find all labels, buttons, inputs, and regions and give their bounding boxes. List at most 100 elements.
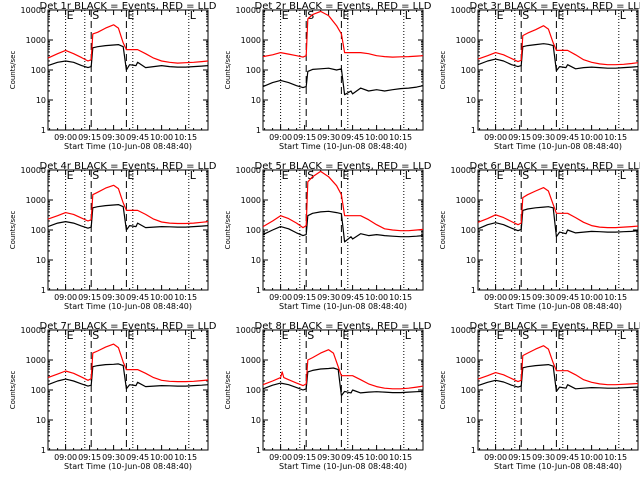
y-tick-label: 10 <box>466 416 476 425</box>
y-tick-label: 1000 <box>26 356 46 365</box>
events-series-line <box>47 363 209 390</box>
events-series-line <box>477 206 639 238</box>
events-series-line <box>262 67 424 96</box>
marker-label: E <box>342 9 349 22</box>
marker-label: E <box>497 329 504 342</box>
x-tick-label: 09:00 <box>54 133 77 142</box>
plot-frame <box>477 9 639 131</box>
y-tick-label: 1 <box>471 126 476 135</box>
x-tick-label: 09:30 <box>532 133 555 142</box>
marker-label: E <box>282 169 289 182</box>
x-axis-label: Start Time (10-Jun-08 08:48:40) <box>494 142 622 151</box>
x-tick-label: 10:15 <box>174 293 197 302</box>
x-tick-label: 10:00 <box>580 133 603 142</box>
marker-label: E <box>342 169 349 182</box>
x-tick-label: 09:45 <box>126 133 149 142</box>
x-tick-label: 09:00 <box>484 453 507 462</box>
y-tick-label: 1 <box>256 126 261 135</box>
y-tick-label: 1000 <box>241 36 261 45</box>
x-tick-label: 09:45 <box>556 453 579 462</box>
y-axis-label: Counts/sec <box>9 371 17 410</box>
events-series-line <box>47 43 209 71</box>
y-tick-label: 10 <box>36 416 46 425</box>
y-tick-label: 1 <box>41 446 46 455</box>
marker-label: L <box>405 169 412 182</box>
y-tick-label: 1 <box>256 446 261 455</box>
marker-label: E <box>127 329 134 342</box>
marker-label: E <box>497 9 504 22</box>
x-tick-label: 09:15 <box>293 293 316 302</box>
x-tick-label: 09:15 <box>508 293 531 302</box>
y-tick-label: 100 <box>31 66 46 75</box>
y-tick-label: 1 <box>41 126 46 135</box>
y-tick-label: 10 <box>251 256 261 265</box>
marker-label: E <box>497 169 504 182</box>
x-tick-label: 10:15 <box>389 293 412 302</box>
marker-label: S <box>92 9 99 22</box>
x-tick-label: 09:15 <box>78 293 101 302</box>
marker-label: S <box>92 329 99 342</box>
x-tick-label: 09:00 <box>269 133 292 142</box>
y-tick-label: 10000 <box>236 6 261 15</box>
y-tick-label: 1 <box>256 286 261 295</box>
marker-label: E <box>67 169 74 182</box>
y-tick-label: 10000 <box>236 326 261 335</box>
lld-series-line <box>477 25 639 66</box>
x-tick-label: 10:00 <box>150 293 173 302</box>
events-series-line <box>477 364 639 392</box>
x-tick-label: 10:00 <box>580 293 603 302</box>
y-tick-label: 100 <box>31 226 46 235</box>
y-tick-label: 100 <box>246 386 261 395</box>
marker-label: E <box>282 9 289 22</box>
x-tick-label: 09:45 <box>126 293 149 302</box>
marker-label: E <box>342 329 349 342</box>
x-tick-label: 09:30 <box>317 293 340 302</box>
panel-title: Det 5r BLACK = Events, RED = LLD <box>255 161 432 172</box>
y-axis-label: Counts/sec <box>9 51 17 90</box>
y-tick-label: 10000 <box>236 166 261 175</box>
y-tick-label: 10 <box>251 96 261 105</box>
marker-label: L <box>190 169 197 182</box>
x-tick-label: 09:45 <box>341 453 364 462</box>
x-tick-label: 09:45 <box>556 133 579 142</box>
x-axis-label: Start Time (10-Jun-08 08:48:40) <box>279 142 407 151</box>
x-axis-label: Start Time (10-Jun-08 08:48:40) <box>279 302 407 311</box>
panel-title: Det 7r BLACK = Events, RED = LLD <box>40 321 217 332</box>
marker-label: L <box>405 9 412 22</box>
y-tick-label: 10000 <box>451 6 476 15</box>
marker-label: S <box>92 169 99 182</box>
x-axis-label: Start Time (10-Jun-08 08:48:40) <box>64 462 192 471</box>
marker-label: S <box>522 329 529 342</box>
y-tick-label: 10 <box>466 96 476 105</box>
y-tick-label: 10000 <box>21 326 46 335</box>
marker-label: L <box>620 9 627 22</box>
y-axis-label: Counts/sec <box>439 51 447 90</box>
y-tick-label: 10000 <box>451 326 476 335</box>
x-tick-label: 09:30 <box>102 453 125 462</box>
x-tick-label: 09:30 <box>532 293 555 302</box>
y-tick-label: 10 <box>251 416 261 425</box>
lld-series-line <box>477 187 639 229</box>
y-tick-label: 10 <box>36 256 46 265</box>
y-tick-label: 100 <box>246 66 261 75</box>
y-tick-label: 1000 <box>241 356 261 365</box>
y-tick-label: 10 <box>466 256 476 265</box>
x-tick-label: 10:15 <box>174 453 197 462</box>
x-axis-label: Start Time (10-Jun-08 08:48:40) <box>279 462 407 471</box>
x-tick-label: 10:00 <box>150 453 173 462</box>
x-tick-label: 10:00 <box>365 293 388 302</box>
panel-title: Det 6r BLACK = Events, RED = LLD <box>470 161 640 172</box>
y-tick-label: 10000 <box>21 166 46 175</box>
marker-label: L <box>190 9 197 22</box>
x-tick-label: 10:00 <box>580 453 603 462</box>
x-tick-label: 09:45 <box>556 293 579 302</box>
x-tick-label: 09:00 <box>484 133 507 142</box>
y-tick-label: 10000 <box>21 6 46 15</box>
marker-label: S <box>307 329 314 342</box>
x-tick-label: 10:15 <box>604 133 627 142</box>
marker-label: L <box>620 169 627 182</box>
panel-title: Det 2r BLACK = Events, RED = LLD <box>255 1 432 12</box>
